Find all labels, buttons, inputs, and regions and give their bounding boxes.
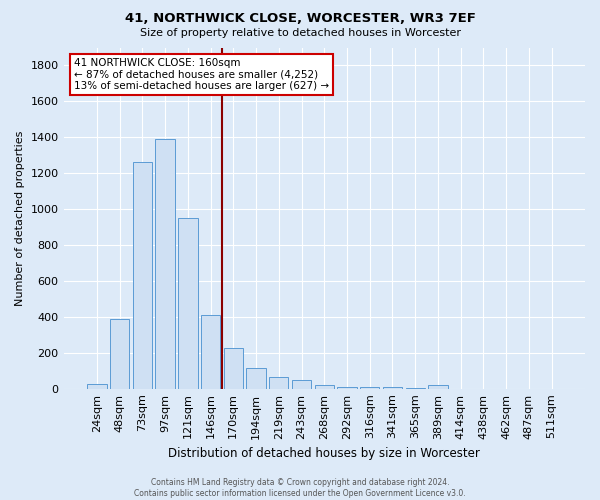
Text: 41 NORTHWICK CLOSE: 160sqm
← 87% of detached houses are smaller (4,252)
13% of s: 41 NORTHWICK CLOSE: 160sqm ← 87% of deta… xyxy=(74,58,329,91)
Bar xyxy=(247,368,266,388)
Bar xyxy=(201,315,220,388)
Bar xyxy=(292,380,311,388)
Bar xyxy=(360,387,379,388)
Bar xyxy=(224,348,243,389)
Bar xyxy=(428,385,448,388)
Text: Contains HM Land Registry data © Crown copyright and database right 2024.
Contai: Contains HM Land Registry data © Crown c… xyxy=(134,478,466,498)
Bar xyxy=(87,384,107,388)
Bar xyxy=(337,387,356,388)
Bar xyxy=(383,386,402,388)
Bar xyxy=(178,218,197,388)
Text: 41, NORTHWICK CLOSE, WORCESTER, WR3 7EF: 41, NORTHWICK CLOSE, WORCESTER, WR3 7EF xyxy=(125,12,475,26)
Y-axis label: Number of detached properties: Number of detached properties xyxy=(15,130,25,306)
Bar xyxy=(269,377,289,388)
Bar xyxy=(110,318,130,388)
Text: Size of property relative to detached houses in Worcester: Size of property relative to detached ho… xyxy=(139,28,461,38)
Bar xyxy=(155,139,175,388)
Bar xyxy=(133,162,152,388)
X-axis label: Distribution of detached houses by size in Worcester: Distribution of detached houses by size … xyxy=(169,447,480,460)
Bar xyxy=(314,385,334,388)
